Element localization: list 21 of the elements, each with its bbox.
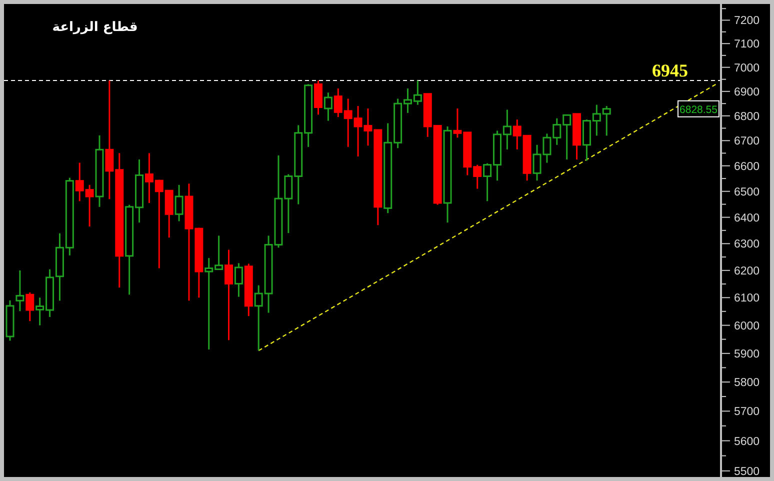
annotation: 6828.55 bbox=[680, 104, 718, 116]
y-tick-label: 6300 bbox=[734, 238, 760, 251]
y-tick-label: 5900 bbox=[734, 348, 760, 360]
y-tick-label: 6900 bbox=[734, 86, 760, 98]
y-tick-label: 6400 bbox=[734, 212, 760, 224]
y-tick-label: 7200 bbox=[734, 15, 760, 28]
y-tick-label: 7100 bbox=[734, 38, 760, 51]
y-tick-label: 6500 bbox=[734, 186, 760, 198]
y-tick-label: 5700 bbox=[734, 406, 760, 418]
y-tick-label: 5500 bbox=[734, 466, 760, 478]
y-tick-label: 6200 bbox=[734, 265, 760, 278]
ref-line-label: 6945 bbox=[652, 60, 688, 81]
text: قطاع الزراعة bbox=[52, 20, 138, 35]
y-tick-label: 5800 bbox=[734, 377, 760, 390]
y-tick-label: 6700 bbox=[734, 136, 760, 148]
y-tick-label: 6100 bbox=[734, 292, 760, 305]
y-tick-label: 6600 bbox=[734, 160, 760, 173]
y-tick-label: 5600 bbox=[734, 436, 760, 448]
y-tick-label: 6800 bbox=[734, 110, 760, 123]
y-tick-label: 7000 bbox=[734, 62, 760, 74]
y-tick-label: 6000 bbox=[734, 320, 760, 332]
